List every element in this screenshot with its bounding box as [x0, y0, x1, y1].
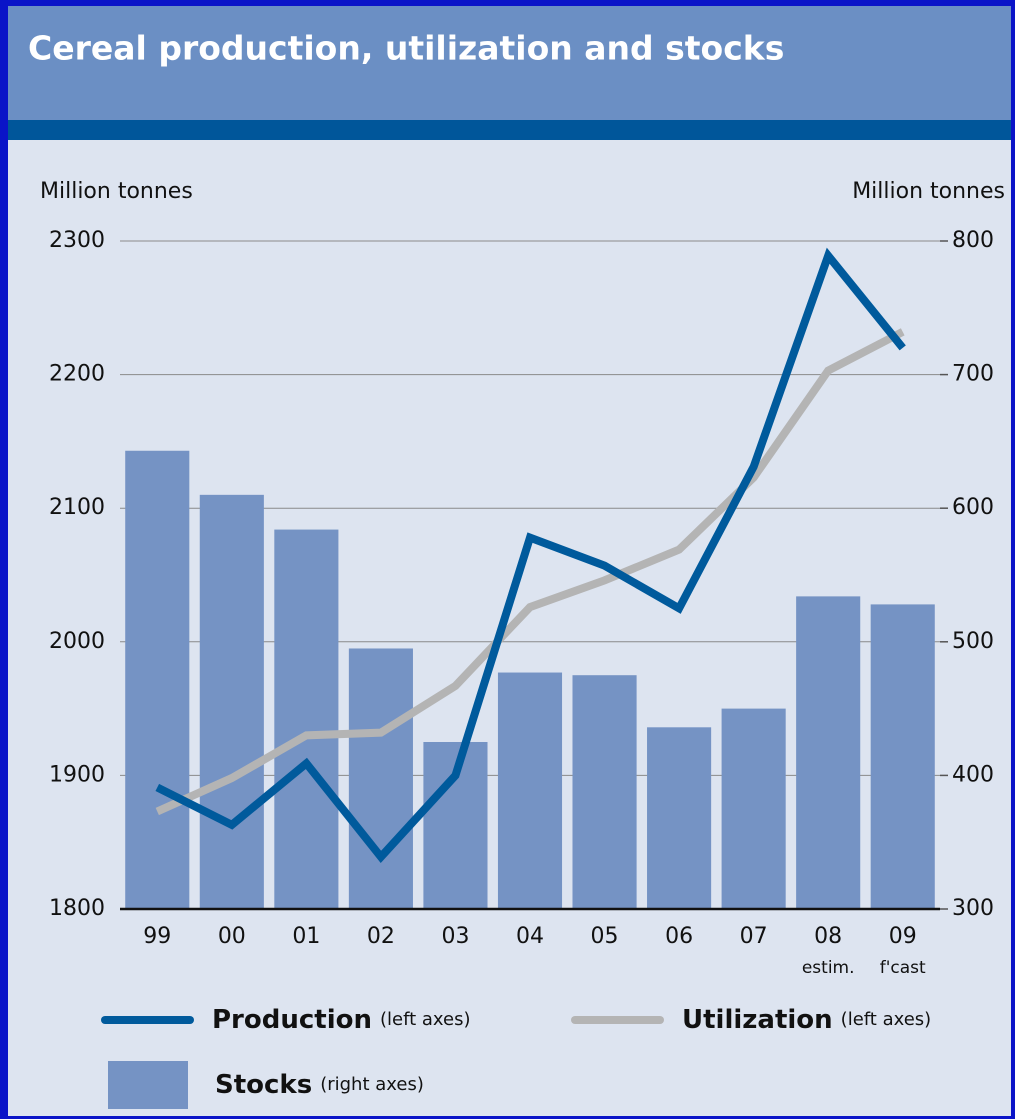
x-tick-label: 01 [292, 924, 320, 949]
x-tick-label: 08 [814, 924, 842, 949]
header [8, 6, 1011, 120]
y2-axis-label: Million tonnes [852, 179, 1005, 204]
x-tick-label: 02 [367, 924, 395, 949]
y2-tick-label: 500 [952, 629, 994, 654]
legend-label: Production [212, 1005, 372, 1035]
x-tick-label: 07 [740, 924, 768, 949]
bar [647, 727, 712, 909]
chart-title: Cereal production, utilization and stock… [28, 29, 784, 68]
y2-tick-label: 600 [952, 495, 994, 520]
bar [721, 708, 786, 909]
y-tick-label: 2200 [49, 362, 105, 387]
y-tick-label: 2300 [49, 228, 105, 253]
legend-item: Production (left axes) [101, 1005, 471, 1035]
bar [572, 675, 637, 909]
legend-text: Production (left axes) [212, 1005, 471, 1035]
bar [497, 672, 563, 909]
bar [199, 494, 264, 909]
y2-tick-label: 800 [952, 228, 994, 253]
y2-tick-label: 700 [952, 362, 994, 387]
y2-tick-label: 400 [952, 762, 994, 787]
x-tick-label: 00 [218, 924, 246, 949]
y-tick-label: 2000 [49, 629, 105, 654]
x-tick-label: 05 [591, 924, 619, 949]
bar [274, 529, 339, 909]
bar [870, 604, 935, 909]
bar [348, 648, 413, 909]
line [155, 247, 906, 864]
x-tick-label: 04 [516, 924, 544, 949]
y-tick-label: 1900 [49, 762, 105, 787]
bar [796, 596, 861, 909]
legend-item: Stocks (right axes) [108, 1061, 424, 1109]
legend-text: Stocks (right axes) [215, 1070, 424, 1100]
header-stripe [8, 120, 1011, 140]
legend-label: Stocks [215, 1070, 312, 1100]
x-tick-label: 09 [889, 924, 917, 949]
y-axis-label: Million tonnes [40, 179, 193, 204]
x-tick-note: f'cast [880, 958, 926, 978]
legend-note: (left axes) [841, 1009, 932, 1030]
y-tick-label: 1800 [49, 896, 105, 921]
x-tick-note: estim. [802, 958, 855, 978]
x-tick-label: 06 [665, 924, 693, 949]
legend-text: Utilization (left axes) [682, 1005, 931, 1035]
y-tick-label: 2100 [49, 495, 105, 520]
legend-swatch [108, 1061, 188, 1109]
legend-note: (right axes) [320, 1074, 424, 1095]
line [155, 328, 905, 816]
legend-item: Utilization (left axes) [571, 1005, 931, 1035]
x-tick-label: 03 [441, 924, 469, 949]
y2-tick-label: 300 [952, 896, 994, 921]
bar [125, 450, 190, 909]
x-tick-label: 99 [143, 924, 171, 949]
legend-note: (left axes) [380, 1009, 471, 1030]
legend-label: Utilization [682, 1005, 833, 1035]
